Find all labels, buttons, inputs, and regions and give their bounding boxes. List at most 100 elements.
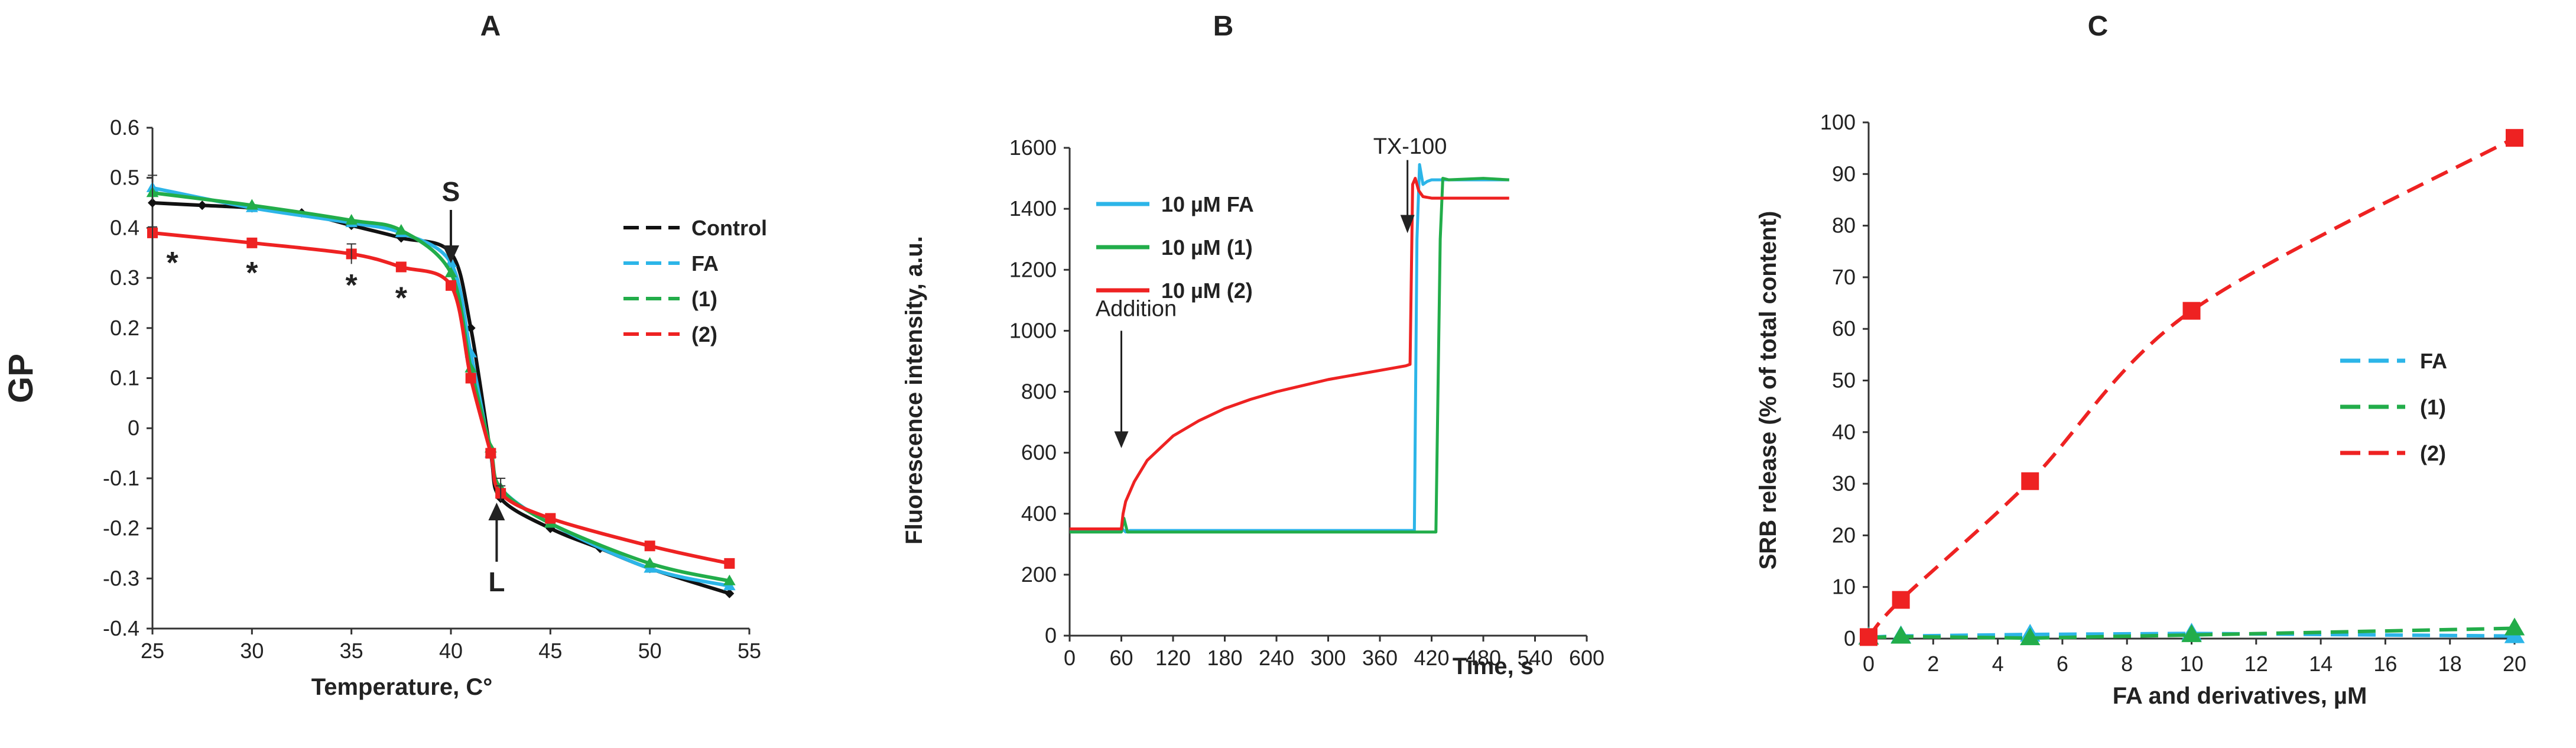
c-xtick-label: 12: [2244, 652, 2268, 676]
a-ytick-label: 0.3: [110, 265, 139, 290]
b-xtick-label: 540: [1517, 646, 1552, 670]
b-tx-label: TX-100: [1373, 134, 1447, 159]
b-xtick-label: 360: [1362, 646, 1398, 670]
a-ytick-label: 0.4: [110, 215, 139, 239]
a-ytick-label: -0.4: [103, 616, 139, 640]
c-xtick-label: 0: [1863, 652, 1875, 676]
a-asterisk: *: [346, 268, 358, 303]
c-legend-label: (2): [2420, 441, 2446, 465]
a-point: [395, 224, 408, 235]
b-ytick-label: 1000: [1009, 318, 1057, 342]
a-point: [245, 199, 258, 210]
c-legend-label: (1): [2420, 395, 2446, 419]
a-label-s: S: [442, 176, 460, 207]
panel-a-ylabel: GP: [2, 354, 40, 403]
c-xtick-label: 6: [2057, 652, 2068, 676]
a-label-l: L: [488, 566, 505, 597]
panel-a-letter: A: [480, 11, 501, 42]
a-ytick-label: 0.1: [110, 366, 139, 390]
b-ytick-label: 1400: [1009, 196, 1057, 221]
a-ytick-label: 0: [128, 416, 139, 440]
a-legend-label: FA: [691, 251, 719, 276]
c-series-line: [1867, 136, 2516, 639]
b-ytick-label: 400: [1021, 501, 1057, 526]
b-series-line: [1070, 177, 1509, 531]
c-ytick-label: 90: [1832, 161, 1856, 186]
panel-a-chart: -0.4 -0.3 -0.2 -0.1 0 0.1 0.2 0.3 0.4 0.5 0.6 25 30 3…: [103, 115, 767, 663]
c-xtick-label: 4: [1992, 652, 2004, 676]
c-xtick-label: 16: [2373, 652, 2397, 676]
c-point: [1890, 626, 1911, 644]
a-point: [197, 200, 207, 211]
a-xtick-label: 30: [240, 639, 264, 663]
c-point: [1860, 628, 1877, 646]
a-asterisk: *: [395, 281, 408, 315]
b-xtick-label: 180: [1207, 646, 1242, 670]
c-xtick-label: 10: [2179, 652, 2203, 676]
b-ytick-label: 1600: [1009, 135, 1057, 160]
c-point: [2182, 302, 2201, 320]
c-xtick-label: 18: [2438, 652, 2462, 676]
a-xtick-label: 35: [340, 639, 363, 663]
c-ytick-label: 40: [1832, 420, 1856, 444]
c-xtick-label: 14: [2309, 652, 2333, 676]
c-point: [2020, 627, 2041, 646]
b-addition-label: Addition: [1096, 296, 1177, 321]
a-arrow-s-head: [443, 245, 459, 263]
c-xtick-label: 2: [1927, 652, 1939, 676]
a-legend-label: (2): [691, 322, 717, 347]
b-series-line: [1070, 163, 1509, 534]
b-arrow-tx-head: [1400, 215, 1415, 234]
panel-c-letter: C: [2088, 11, 2109, 42]
a-point: [485, 448, 496, 459]
panel-a-xlabel: Temperature, C°: [311, 674, 492, 700]
c-ytick-label: 70: [1832, 265, 1856, 289]
b-xtick-label: 0: [1064, 646, 1076, 670]
a-point: [345, 213, 358, 225]
panel-c-xlabel: FA and derivatives, µM: [2113, 683, 2367, 709]
b-xtick-label: 240: [1259, 646, 1294, 670]
a-xtick-label: 55: [738, 639, 761, 663]
c-ytick-label: 80: [1832, 213, 1856, 238]
c-point: [2504, 617, 2525, 636]
c-ytick-label: 0: [1844, 626, 1856, 650]
b-ytick-label: 0: [1045, 623, 1057, 647]
a-point: [465, 373, 476, 384]
panel-b-letter: B: [1213, 11, 1234, 42]
b-arrow-addition-head: [1114, 431, 1129, 448]
c-ytick-label: 100: [1820, 110, 1856, 134]
c-legend-label: FA: [2420, 349, 2447, 373]
a-xtick-label: 50: [638, 639, 662, 663]
a-point: [723, 574, 736, 585]
a-series-line: [152, 186, 730, 588]
b-series-line: [1070, 177, 1509, 534]
c-point: [1892, 591, 1910, 609]
c-xtick-label: 20: [2503, 652, 2526, 676]
a-ytick-label: 0.6: [110, 115, 139, 140]
c-ytick-label: 10: [1832, 575, 1856, 599]
a-ytick-label: 0.5: [110, 166, 139, 190]
b-legend-label: 10 µM (1): [1161, 235, 1253, 260]
a-xtick-label: 40: [439, 639, 463, 663]
a-asterisk: *: [246, 256, 258, 290]
a-asterisk: *: [167, 246, 179, 280]
b-xtick-label: 600: [1569, 646, 1604, 670]
c-point: [2181, 624, 2202, 642]
a-xtick-label: 25: [141, 639, 164, 663]
panel-c-chart: 0 10 20 30 40 50 60 70 80 90 100 0 2 4 6 8 10 12 14 16 18 20 F…: [1820, 110, 2526, 676]
a-legend-label: (1): [691, 287, 717, 311]
a-point: [724, 558, 735, 569]
c-ytick-label: 50: [1832, 368, 1856, 393]
b-xtick-label: 120: [1155, 646, 1191, 670]
b-legend-label: 10 µM (2): [1161, 279, 1253, 303]
a-ytick-label: -0.2: [103, 516, 139, 540]
b-xtick-label: 60: [1109, 646, 1133, 670]
c-ytick-label: 60: [1832, 316, 1856, 341]
b-ytick-label: 200: [1021, 562, 1057, 587]
a-point: [644, 557, 657, 568]
panel-b-chart: 0 200 400 600 800 1000 1200 1400 1600 0 60 120 180 24…: [1009, 134, 1604, 670]
a-series-line: [152, 201, 730, 595]
b-xtick-label: 480: [1466, 646, 1501, 670]
c-point: [2506, 129, 2523, 147]
